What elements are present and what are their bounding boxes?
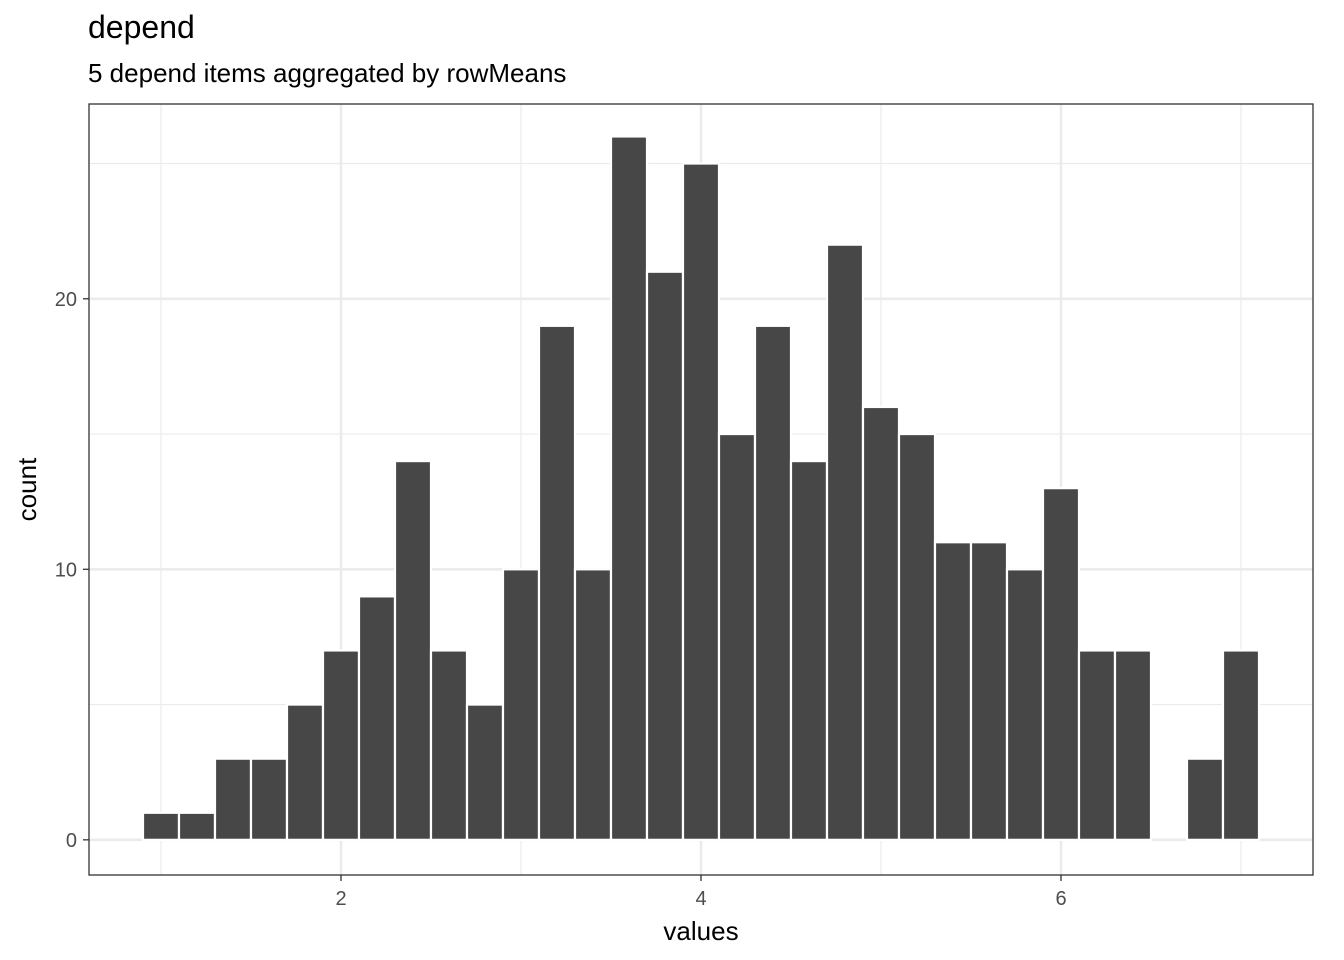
histogram-bar [285,703,325,841]
histogram-bar [1221,649,1261,841]
histogram-bar [753,324,793,841]
histogram-bar [897,432,937,841]
x-tick-label: 6 [1055,888,1066,910]
histogram-bar [789,459,829,841]
histogram-bar [1005,568,1045,841]
histogram-bar [465,703,505,841]
histogram-bar [825,243,865,841]
histogram-bars [141,135,1261,841]
y-axis-title: count [12,457,42,521]
histogram-bar [537,324,577,841]
histogram-bar [573,568,613,841]
histogram-bar [213,757,253,841]
histogram-bar [717,432,757,841]
chart-subtitle: 5 depend items aggregated by rowMeans [88,58,567,88]
x-tick-label: 4 [695,888,706,910]
chart-title: depend [88,9,195,45]
x-tick-label: 2 [335,888,346,910]
histogram-bar [321,649,361,841]
histogram-bar [1185,757,1225,841]
x-axis-title: values [663,916,738,946]
histogram-bar [357,595,397,841]
histogram-bar [429,649,469,841]
histogram-bar [1041,487,1081,841]
histogram-bar [249,757,289,841]
histogram-bar [141,811,181,841]
histogram-bar [645,270,685,841]
histogram-bar [681,162,721,841]
histogram-bar [501,568,541,841]
y-tick-label: 20 [55,289,77,311]
histogram-bar [393,459,433,841]
histogram-bar [861,405,901,841]
histogram-bar [969,541,1009,841]
y-tick-label: 10 [55,559,77,581]
histogram-bar [177,811,217,841]
histogram-bar [1113,649,1153,841]
histogram-bar [933,541,973,841]
histogram-bar [609,135,649,841]
histogram-bar [1077,649,1117,841]
axis-ticks: 2 4 6 0 10 20 [55,289,1067,910]
y-tick-label: 0 [66,830,77,852]
